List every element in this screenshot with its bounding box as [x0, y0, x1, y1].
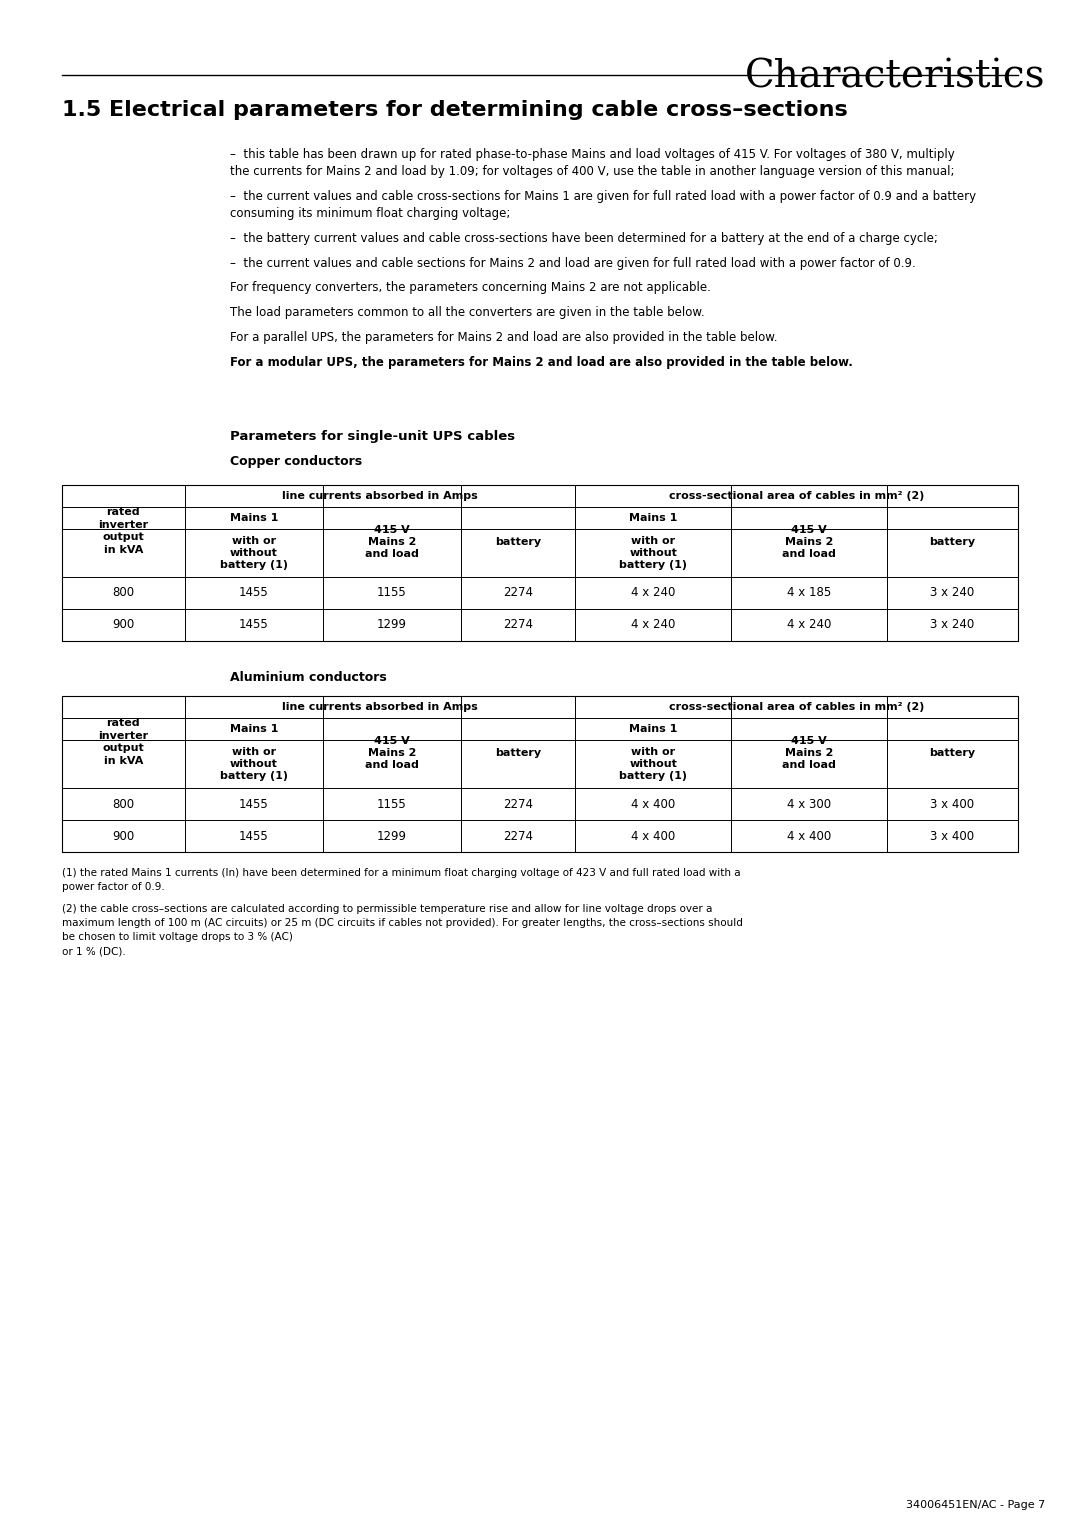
Text: with or
without
battery (1): with or without battery (1)	[219, 747, 287, 781]
Text: consuming its minimum float charging voltage;: consuming its minimum float charging vol…	[230, 206, 511, 220]
Text: the currents for Mains 2 and load by 1.09; for voltages of 400 V, use the table : the currents for Mains 2 and load by 1.0…	[230, 165, 955, 179]
Text: 900: 900	[112, 830, 134, 842]
Text: with or
without
battery (1): with or without battery (1)	[619, 536, 687, 570]
Text: 4 x 400: 4 x 400	[631, 798, 675, 810]
Text: 2274: 2274	[503, 619, 534, 631]
Text: battery: battery	[495, 749, 541, 758]
Text: Characteristics: Characteristics	[744, 58, 1045, 95]
Text: 415 V
Mains 2
and load: 415 V Mains 2 and load	[365, 735, 419, 770]
Text: 4 x 185: 4 x 185	[787, 587, 832, 599]
Text: Mains 1: Mains 1	[629, 513, 677, 523]
Text: 415 V
Mains 2
and load: 415 V Mains 2 and load	[782, 524, 836, 559]
Text: 2274: 2274	[503, 798, 534, 810]
Text: 1455: 1455	[239, 798, 269, 810]
Text: Aluminium conductors: Aluminium conductors	[230, 671, 387, 685]
Bar	[62, 484, 1018, 642]
Text: battery: battery	[495, 536, 541, 547]
Text: (2) the cable cross–sections are calculated according to permissible temperature: (2) the cable cross–sections are calcula…	[62, 905, 743, 957]
Text: rated
inverter
output
in kVA: rated inverter output in kVA	[98, 507, 148, 555]
Text: For a parallel UPS, the parameters for Mains 2 and load are also provided in the: For a parallel UPS, the parameters for M…	[230, 332, 778, 344]
Text: 4 x 240: 4 x 240	[631, 587, 675, 599]
Text: 3 x 400: 3 x 400	[931, 798, 974, 810]
Text: 4 x 240: 4 x 240	[787, 619, 832, 631]
Bar	[62, 695, 1018, 853]
Text: 1455: 1455	[239, 587, 269, 599]
Text: battery: battery	[930, 536, 975, 547]
Text: cross-sectional area of cables in mm² (2): cross-sectional area of cables in mm² (2…	[669, 490, 924, 501]
Text: 1155: 1155	[377, 798, 407, 810]
Text: –  this table has been drawn up for rated phase-to-phase Mains and load voltages: – this table has been drawn up for rated…	[230, 148, 955, 160]
Text: 800: 800	[112, 587, 134, 599]
Text: rated
inverter
output
in kVA: rated inverter output in kVA	[98, 718, 148, 766]
Text: cross-sectional area of cables in mm² (2): cross-sectional area of cables in mm² (2…	[669, 701, 924, 712]
Text: 415 V
Mains 2
and load: 415 V Mains 2 and load	[365, 524, 419, 559]
Text: (1) the rated Mains 1 currents (In) have been determined for a minimum float cha: (1) the rated Mains 1 currents (In) have…	[62, 868, 741, 892]
Text: 415 V
Mains 2
and load: 415 V Mains 2 and load	[782, 735, 836, 770]
Text: Parameters for single-unit UPS cables: Parameters for single-unit UPS cables	[230, 429, 515, 443]
Text: –  the current values and cable sections for Mains 2 and load are given for full: – the current values and cable sections …	[230, 257, 916, 269]
Text: 4 x 240: 4 x 240	[631, 619, 675, 631]
Text: For frequency converters, the parameters concerning Mains 2 are not applicable.: For frequency converters, the parameters…	[230, 281, 711, 295]
Text: 4 x 400: 4 x 400	[787, 830, 832, 842]
Text: 3 x 240: 3 x 240	[930, 619, 974, 631]
Text: 4 x 300: 4 x 300	[787, 798, 832, 810]
Text: 34006451EN/AC - Page 7: 34006451EN/AC - Page 7	[906, 1500, 1045, 1510]
Text: Copper conductors: Copper conductors	[230, 455, 362, 468]
Text: 1455: 1455	[239, 830, 269, 842]
Text: Mains 1: Mains 1	[230, 724, 278, 733]
Text: For a modular UPS, the parameters for Mains 2 and load are also provided in the : For a modular UPS, the parameters for Ma…	[230, 356, 853, 368]
Text: line currents absorbed in Amps: line currents absorbed in Amps	[282, 490, 477, 501]
Text: Mains 1: Mains 1	[230, 513, 278, 523]
Text: 3 x 400: 3 x 400	[931, 830, 974, 842]
Text: 4 x 400: 4 x 400	[631, 830, 675, 842]
Text: line currents absorbed in Amps: line currents absorbed in Amps	[282, 701, 477, 712]
Text: 3 x 240: 3 x 240	[930, 587, 974, 599]
Text: The load parameters common to all the converters are given in the table below.: The load parameters common to all the co…	[230, 306, 704, 319]
Text: –  the current values and cable cross-sections for Mains 1 are given for full ra: – the current values and cable cross-sec…	[230, 189, 976, 203]
Text: Mains 1: Mains 1	[629, 724, 677, 733]
Bar	[62, 695, 1018, 853]
Text: 1.5 Electrical parameters for determining cable cross–sections: 1.5 Electrical parameters for determinin…	[62, 99, 848, 121]
Text: with or
without
battery (1): with or without battery (1)	[619, 747, 687, 781]
Text: –  the battery current values and cable cross-sections have been determined for : – the battery current values and cable c…	[230, 232, 937, 244]
Text: battery: battery	[930, 749, 975, 758]
Text: 800: 800	[112, 798, 134, 810]
Text: 900: 900	[112, 619, 134, 631]
Text: 2274: 2274	[503, 587, 534, 599]
Text: 1299: 1299	[377, 830, 407, 842]
Text: 1155: 1155	[377, 587, 407, 599]
Text: 1299: 1299	[377, 619, 407, 631]
Bar	[62, 484, 1018, 642]
Text: 1455: 1455	[239, 619, 269, 631]
Text: 2274: 2274	[503, 830, 534, 842]
Text: with or
without
battery (1): with or without battery (1)	[219, 536, 287, 570]
